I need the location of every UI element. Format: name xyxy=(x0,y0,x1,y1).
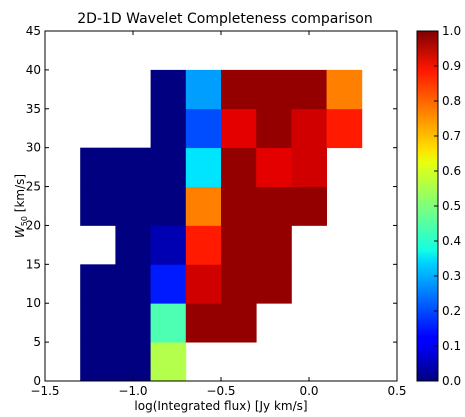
heatmap-cell xyxy=(150,225,187,265)
heatmap-cell xyxy=(221,225,257,265)
x-tick-label: −1.5 xyxy=(30,384,59,398)
heatmap-cell xyxy=(256,69,292,110)
heatmap-cell xyxy=(185,69,222,110)
heatmap-cell xyxy=(150,186,187,226)
heatmap-cell xyxy=(185,108,222,149)
colorbar-tick-label: 0.1 xyxy=(442,339,461,353)
heatmap-cell xyxy=(115,264,151,304)
heatmap-cell xyxy=(115,342,151,382)
heatmap-cell xyxy=(221,69,257,110)
chart-title: 2D-1D Wavelet Completeness comparison xyxy=(77,11,372,27)
heatmap-cell xyxy=(291,186,327,226)
y-axis-label: W50 [km/s] xyxy=(13,174,29,238)
heatmap-cell xyxy=(150,69,187,110)
y-tick-label: 45 xyxy=(26,24,41,38)
colorbar-ticks: 0.0 0.1 0.2 0.3 0.4 0.5 0.6 0.7 0.8 0.9 1.0 xyxy=(434,24,461,388)
heatmap-cells xyxy=(80,69,363,382)
x-tick-label: 0.5 xyxy=(387,384,406,398)
colorbar-tick-label: 0.4 xyxy=(442,234,461,248)
heatmap-cell xyxy=(291,147,327,187)
colorbar-tick-label: 0.3 xyxy=(442,269,461,283)
heatmap-cell xyxy=(256,108,292,149)
colorbar-tick-label: 0.0 xyxy=(442,374,461,388)
heatmap-cell xyxy=(326,108,363,149)
heatmap-cell xyxy=(221,108,257,149)
heatmap-cell xyxy=(221,303,257,343)
heatmap-cell xyxy=(80,303,116,343)
x-axis-label: log(Integrated flux) [Jy km/s] xyxy=(134,399,307,413)
x-tick-label: −1.0 xyxy=(118,384,147,398)
colorbar-tick-label: 0.7 xyxy=(442,129,461,143)
y-axis-ticks: 0 5 10 15 20 25 30 35 40 45 xyxy=(26,24,397,388)
heatmap-cell xyxy=(80,264,116,304)
y-tick-label: 15 xyxy=(26,257,41,271)
heatmap-cell xyxy=(256,225,292,265)
heatmap-cell xyxy=(185,147,222,187)
colorbar-tick-label: 1.0 xyxy=(442,24,461,38)
x-tick-label: −0.5 xyxy=(206,384,235,398)
x-axis-ticks: −1.5 −1.0 −0.5 0.0 0.5 xyxy=(30,31,407,398)
y-tick-label: 40 xyxy=(26,63,41,77)
colorbar-tick-label: 0.2 xyxy=(442,304,461,318)
heatmap-cell xyxy=(221,147,257,187)
y-tick-label: 10 xyxy=(26,296,41,310)
heatmap-cell xyxy=(115,186,151,226)
heatmap-cell xyxy=(185,225,222,265)
heatmap-cell xyxy=(256,147,292,187)
heatmap-cell xyxy=(185,264,222,304)
heatmap-cell xyxy=(115,225,151,265)
heatmap-cell xyxy=(115,147,151,187)
heatmap-cell xyxy=(80,147,116,187)
heatmap-cell xyxy=(256,186,292,226)
heatmap-cell xyxy=(115,303,151,343)
y-tick-label: 35 xyxy=(26,102,41,116)
heatmap-cell xyxy=(291,108,327,149)
y-tick-label: 5 xyxy=(33,335,41,349)
colorbar-tick-label: 0.9 xyxy=(442,59,461,73)
y-tick-label: 30 xyxy=(26,141,41,155)
heatmap-cell xyxy=(150,342,187,382)
heatmap-cell xyxy=(80,186,116,226)
heatmap-cell xyxy=(150,264,187,304)
heatmap-cell xyxy=(221,186,257,226)
colorbar-tick-label: 0.6 xyxy=(442,164,461,178)
heatmap-cell xyxy=(185,186,222,226)
colorbar-tick-label: 0.8 xyxy=(442,94,461,108)
heatmap-cell xyxy=(291,69,327,110)
heatmap-cell xyxy=(150,303,187,343)
x-tick-label: 0.0 xyxy=(299,384,318,398)
y-tick-label: 25 xyxy=(26,180,41,194)
heatmap-cell xyxy=(80,342,116,382)
heatmap-cell xyxy=(185,303,222,343)
y-axis-label-unit: [km/s] xyxy=(13,174,27,216)
heatmap-cell xyxy=(326,69,363,110)
heatmap-cell xyxy=(150,108,187,149)
heatmap-cell xyxy=(221,264,257,304)
y-tick-label: 0 xyxy=(33,374,41,388)
heatmap-cell xyxy=(150,147,187,187)
y-axis-label-main: W xyxy=(13,225,27,238)
y-tick-label: 20 xyxy=(26,218,41,232)
y-axis-label-subscript: 50 xyxy=(20,216,29,226)
heatmap-cell xyxy=(256,264,292,304)
colorbar-tick-label: 0.5 xyxy=(442,199,461,213)
